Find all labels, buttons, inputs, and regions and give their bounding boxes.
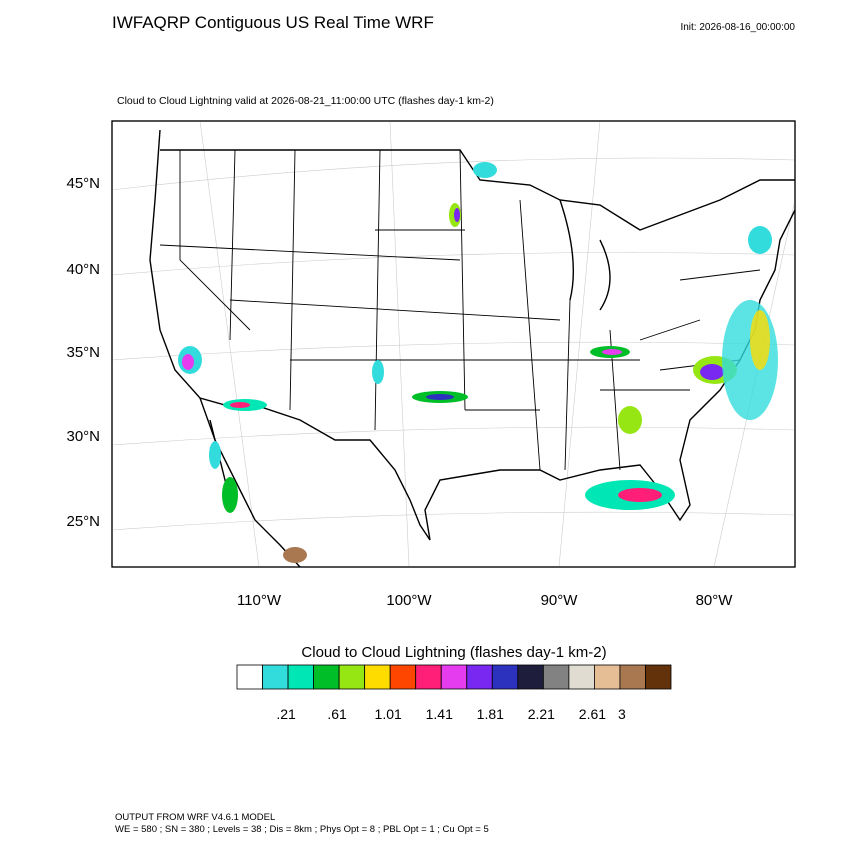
colorbar-swatch xyxy=(440,664,468,690)
lat-label: 30°N xyxy=(66,428,100,445)
lon-label: 100°W xyxy=(386,592,432,609)
lon-label: 80°W xyxy=(696,592,734,609)
colorbar-swatch xyxy=(338,664,366,690)
colorbar-swatch xyxy=(568,664,595,690)
colorbar-swatch xyxy=(287,664,314,690)
colorbar-label: .21 xyxy=(276,706,296,722)
colorbar-swatch xyxy=(542,664,570,690)
colorbar-swatch xyxy=(236,664,263,690)
colorbar-swatch xyxy=(645,664,672,690)
colorbar-swatch xyxy=(415,664,442,690)
colorbar-swatch xyxy=(517,664,544,690)
lon-label: 110°W xyxy=(237,592,282,609)
colorbar-label: 1.81 xyxy=(477,706,504,722)
colorbar-swatch xyxy=(466,664,493,690)
lat-label: 40°N xyxy=(66,261,100,278)
lat-label: 45°N xyxy=(66,175,100,192)
colorbar-label: 2.61 xyxy=(579,706,606,722)
colorbar-label: 2.21 xyxy=(528,706,555,722)
title: IWFAQRP Contiguous US Real Time WRF xyxy=(112,13,434,32)
colorbar-swatch xyxy=(313,664,340,690)
colorbar-swatch xyxy=(491,664,519,690)
colorbar-label: 3 xyxy=(618,706,626,722)
colorbar-swatch xyxy=(594,664,621,690)
init-time: Init: 2026-08-16_00:00:00 xyxy=(680,22,795,33)
lon-labels: 110°W 100°W 90°W 80°W xyxy=(237,592,733,609)
footer-line: WE = 580 ; SN = 380 ; Levels = 38 ; Dis … xyxy=(115,824,489,835)
colorbar-swatch xyxy=(619,664,646,690)
colorbar-title: Cloud to Cloud Lightning (flashes day-1 … xyxy=(301,644,606,661)
lat-label: 35°N xyxy=(66,344,100,361)
colorbar: .21 .61 1.01 1.41 1.81 2.21 2.61 3 xyxy=(236,664,672,722)
colorbar-label: 1.01 xyxy=(375,706,402,722)
lat-label: 25°N xyxy=(66,513,100,530)
colorbar-label: .61 xyxy=(327,706,347,722)
map xyxy=(111,120,796,568)
footer-line: OUTPUT FROM WRF V4.6.1 MODEL xyxy=(115,812,275,823)
colorbar-swatch xyxy=(262,664,289,690)
colorbar-label: 1.41 xyxy=(426,706,453,722)
colorbar-swatch xyxy=(364,664,391,690)
lat-labels: 45°N 40°N 35°N 30°N 25°N xyxy=(66,175,100,530)
colorbar-swatch xyxy=(389,664,417,690)
lon-label: 90°W xyxy=(541,592,579,609)
subtitle: Cloud to Cloud Lightning valid at 2026-0… xyxy=(117,95,494,107)
